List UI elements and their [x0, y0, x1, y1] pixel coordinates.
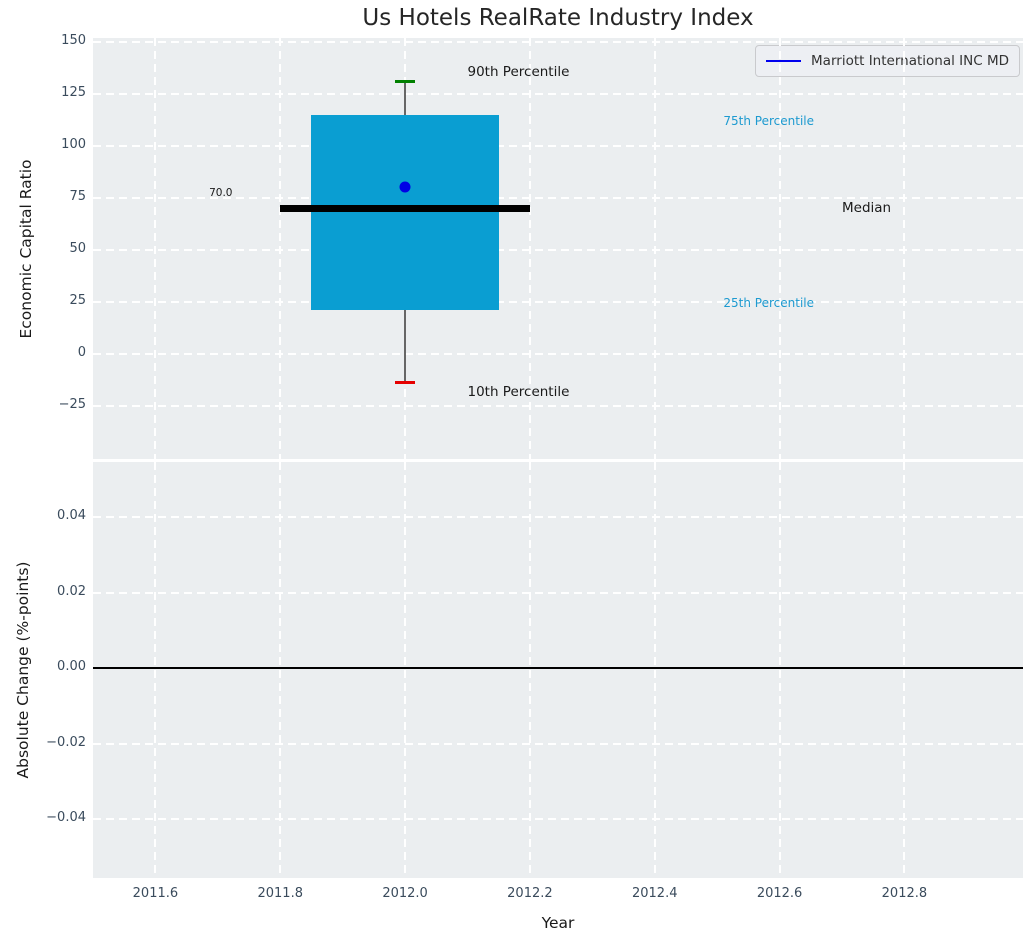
legend-label: Marriott International INC MD — [811, 53, 1009, 69]
x-tick-label: 2011.8 — [257, 886, 303, 901]
chart-title: Us Hotels RealRate Industry Index — [362, 5, 754, 31]
y-tick-label: −0.02 — [46, 734, 86, 750]
y-tick-label: 25 — [69, 293, 86, 309]
gridline — [93, 516, 1023, 519]
gridline — [778, 38, 781, 459]
y-tick-label: 75 — [69, 189, 86, 205]
gridline — [93, 145, 1023, 148]
y-tick-label: −0.04 — [46, 810, 86, 826]
axes-economic-capital-ratio: Marriott International INC MD 90th Perce… — [93, 38, 1023, 459]
gridline — [93, 301, 1023, 304]
gridline — [93, 404, 1023, 407]
x-tick-label: 2012.2 — [507, 886, 553, 901]
gridline — [903, 38, 906, 459]
gridline — [528, 38, 531, 459]
x-tick-label: 2011.6 — [132, 886, 179, 901]
annotation-median: Median — [841, 200, 892, 217]
gridline — [93, 93, 1023, 96]
cap-10th-percentile — [395, 380, 416, 384]
legend: Marriott International INC MD — [755, 45, 1020, 77]
x-tick-label: 2012.8 — [881, 886, 928, 901]
y-tick-label: 150 — [61, 33, 86, 49]
gridline — [93, 818, 1023, 821]
gridline — [93, 742, 1023, 745]
zero-line — [93, 667, 1023, 670]
y-tick-label: 0.02 — [57, 583, 86, 599]
gridline — [903, 462, 906, 878]
y-tick-label: 0 — [77, 345, 86, 360]
x-tick-label: 2012.6 — [756, 886, 803, 901]
y-tick-label: 0.04 — [57, 508, 86, 524]
percentile-box-25-75 — [311, 114, 499, 311]
y-tick-label: 100 — [61, 137, 86, 153]
gridline — [93, 249, 1023, 252]
gridline — [93, 353, 1023, 355]
x-tick-label: 2012.4 — [631, 886, 678, 901]
gridline — [93, 41, 1023, 44]
gridline — [778, 462, 781, 878]
y-tick-label: 125 — [61, 85, 86, 101]
annotation-90th-percentile: 90th Percentile — [467, 64, 570, 81]
annotation-10th-percentile: 10th Percentile — [467, 384, 570, 401]
gridline — [279, 38, 282, 459]
x-tick-label: 2012.0 — [382, 886, 428, 901]
y-tick-label: −25 — [58, 396, 86, 412]
gridline — [154, 38, 157, 459]
annotation-25th-percentile: 25th Percentile — [723, 296, 814, 311]
legend-line-sample — [766, 59, 802, 63]
y-tick-label: 50 — [69, 241, 86, 257]
axes-absolute-change — [93, 462, 1023, 878]
gridline — [93, 197, 1023, 200]
gridline — [93, 591, 1023, 594]
gridline — [404, 462, 407, 878]
gridline — [653, 462, 656, 878]
x-axis-label: Year — [541, 914, 575, 932]
annotation-75th-percentile: 75th Percentile — [723, 114, 814, 129]
gridline — [528, 462, 531, 878]
company-marker-dot — [399, 181, 411, 193]
gridline — [154, 462, 157, 878]
gridline — [279, 462, 282, 878]
gridline — [653, 38, 656, 459]
y-tick-label: 0.00 — [57, 659, 86, 675]
cap-90th-percentile — [395, 80, 416, 84]
annotation-70-0: 70.0 — [209, 186, 233, 199]
median-line — [280, 204, 530, 212]
